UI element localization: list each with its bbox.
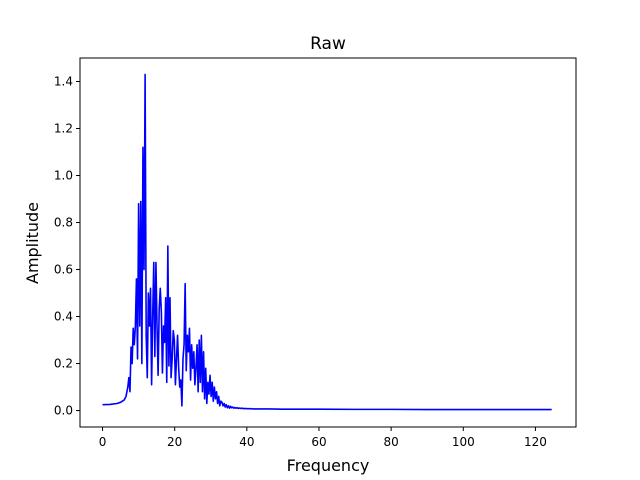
x-tick-label: 0 bbox=[99, 435, 107, 449]
x-tick-label: 40 bbox=[239, 435, 254, 449]
y-tick-label: 0.4 bbox=[54, 310, 73, 324]
x-tick-label: 120 bbox=[524, 435, 547, 449]
series-line bbox=[102, 73, 552, 411]
y-tick-label: 1.0 bbox=[54, 169, 73, 183]
y-axis: 0.0 0.2 0.4 0.6 0.8 1.0 1.2 1.4 bbox=[54, 75, 80, 418]
x-axis-title: Frequency bbox=[287, 456, 370, 475]
x-tick-label: 100 bbox=[452, 435, 475, 449]
plot-area bbox=[102, 73, 552, 411]
y-tick-label: 0.0 bbox=[54, 404, 73, 418]
y-tick-label: 1.4 bbox=[54, 75, 73, 89]
y-tick-label: 0.6 bbox=[54, 263, 73, 277]
axes-frame bbox=[79, 57, 577, 428]
x-tick-label: 80 bbox=[383, 435, 398, 449]
y-tick-label: 1.2 bbox=[54, 122, 73, 136]
y-tick-label: 0.2 bbox=[54, 357, 73, 371]
y-axis-title: Amplitude bbox=[23, 202, 42, 284]
x-axis: 0 20 40 60 80 100 120 bbox=[99, 427, 547, 449]
x-tick-label: 20 bbox=[167, 435, 182, 449]
y-tick-label: 0.8 bbox=[54, 216, 73, 230]
x-tick-label: 60 bbox=[311, 435, 326, 449]
chart-title: Raw bbox=[310, 34, 346, 54]
